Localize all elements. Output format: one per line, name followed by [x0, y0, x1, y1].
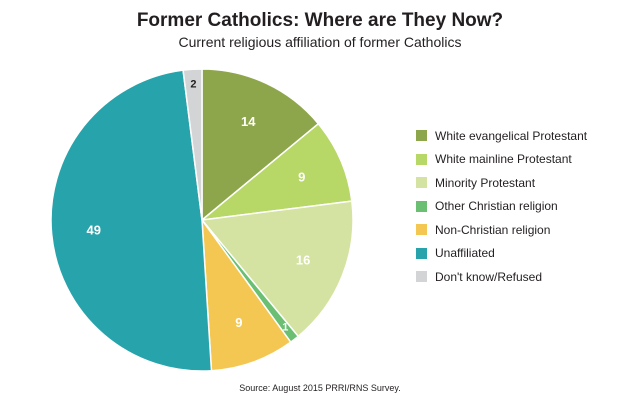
pie-slice-white-evangelical-protestant — [201, 68, 320, 222]
legend-swatch — [416, 200, 427, 212]
legend-label: White mainline Protestant — [435, 152, 572, 167]
chart-subtitle: Current religious affiliation of former … — [178, 34, 462, 50]
legend-swatch — [416, 130, 427, 142]
legend-item-white-evangelical: White evangelical Protestant — [416, 124, 587, 148]
legend-label: Unaffiliated — [435, 246, 495, 261]
legend-label: Other Christian religion — [435, 199, 558, 214]
legend: White evangelical Protestant White mainl… — [416, 124, 587, 289]
legend-swatch — [416, 247, 427, 259]
legend-label: White evangelical Protestant — [435, 128, 588, 143]
pie-value-label: 16 — [296, 253, 310, 268]
legend-swatch — [416, 224, 427, 236]
pie-slice-don-t-know-refused — [182, 68, 203, 221]
pie-value-label: 9 — [235, 315, 242, 330]
legend-item-dont-know: Don't know/Refused — [416, 265, 587, 289]
legend-label: Minority Protestant — [435, 175, 536, 190]
legend-item-unaffiliated: Unaffiliated — [416, 242, 587, 266]
legend-label: Don't know/Refused — [435, 269, 543, 284]
pie-value-label: 49 — [87, 223, 101, 238]
pie-slice-non-christian-religion — [201, 217, 292, 372]
legend-item-other-christian: Other Christian religion — [416, 195, 587, 219]
pie-slice-minority-protestant — [200, 200, 354, 338]
legend-swatch — [416, 153, 427, 165]
legend-item-minority-protestant: Minority Protestant — [416, 171, 587, 195]
pie-value-label: 1 — [282, 321, 288, 333]
legend-item-non-christian: Non-Christian religion — [416, 218, 587, 242]
legend-item-white-mainline: White mainline Protestant — [416, 148, 587, 172]
legend-swatch — [416, 177, 427, 189]
legend-swatch — [416, 271, 427, 283]
chart-title: Former Catholics: Where are They Now? — [136, 10, 504, 31]
pie-slice-white-mainline-protestant — [199, 122, 353, 222]
legend-label: Non-Christian religion — [435, 222, 551, 237]
pie-value-label: 2 — [190, 78, 196, 90]
source-note: Source: August 2015 PRRI/RNS Survey. — [239, 383, 401, 393]
pie-value-label: 9 — [298, 169, 305, 184]
pie-slice-unaffiliated — [50, 69, 213, 372]
pie-value-label: 14 — [241, 114, 256, 129]
